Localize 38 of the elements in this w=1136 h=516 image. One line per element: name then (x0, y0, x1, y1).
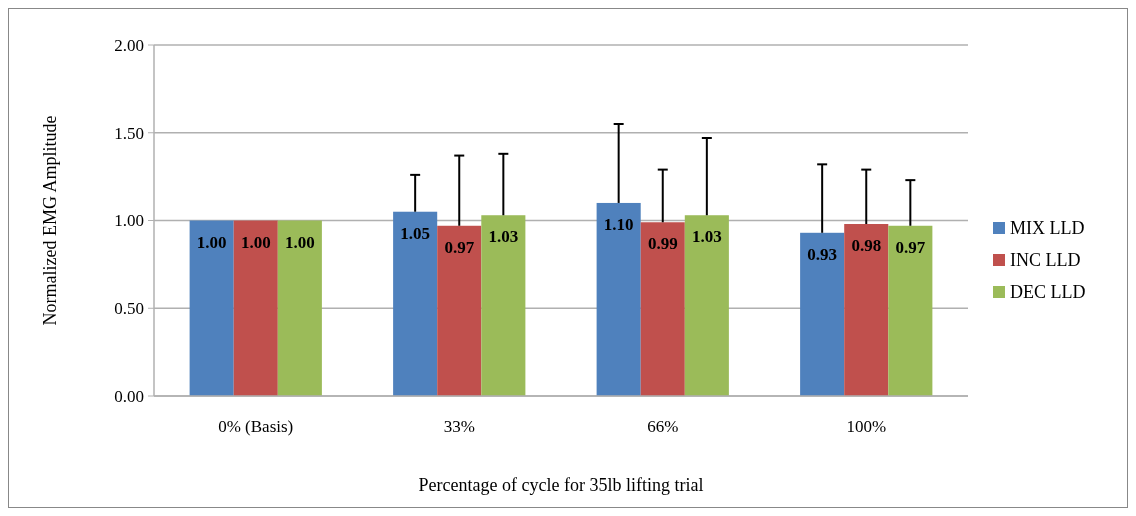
data-label: 1.03 (488, 227, 519, 247)
legend-label: INC LLD (1010, 250, 1081, 271)
data-label: 0.98 (851, 236, 882, 256)
bar (596, 202, 641, 396)
bar (189, 220, 234, 396)
data-label: 0.93 (807, 244, 838, 264)
data-label: 1.00 (284, 232, 315, 252)
y-tick-label: 2.00 (114, 35, 144, 55)
bar (888, 225, 933, 396)
y-tick-label: 0.00 (114, 386, 144, 406)
data-label: 0.99 (647, 234, 678, 254)
data-label: 0.97 (444, 237, 475, 257)
legend-label: DEC LLD (1010, 282, 1086, 303)
y-tick-label: 0.50 (114, 299, 144, 319)
data-label: 1.10 (603, 214, 634, 234)
bar (393, 211, 438, 396)
bar (800, 232, 845, 396)
x-tick-label: 100% (846, 417, 887, 436)
legend-label: MIX LLD (1010, 218, 1085, 239)
data-label: 1.00 (240, 232, 271, 252)
data-label: 1.05 (400, 223, 431, 243)
bar (684, 215, 729, 396)
bar (437, 225, 482, 396)
x-tick-label: 33% (443, 417, 475, 436)
bar (277, 220, 322, 396)
data-label: 1.03 (691, 227, 722, 247)
y-tick-label: 1.00 (114, 211, 144, 231)
bar (640, 222, 685, 396)
y-axis-title: Normalized EMG Amplitude (40, 115, 60, 326)
y-tick-label: 1.50 (114, 123, 144, 143)
data-label: 0.97 (895, 237, 926, 257)
bar (481, 215, 526, 396)
bar (844, 224, 889, 396)
x-axis-title: Percentage of cycle for 35lb lifting trial (418, 475, 704, 495)
x-tick-label: 66% (647, 417, 679, 436)
bar (233, 220, 278, 396)
x-tick-label: 0% (Basis) (218, 417, 294, 436)
data-label: 1.00 (196, 232, 227, 252)
